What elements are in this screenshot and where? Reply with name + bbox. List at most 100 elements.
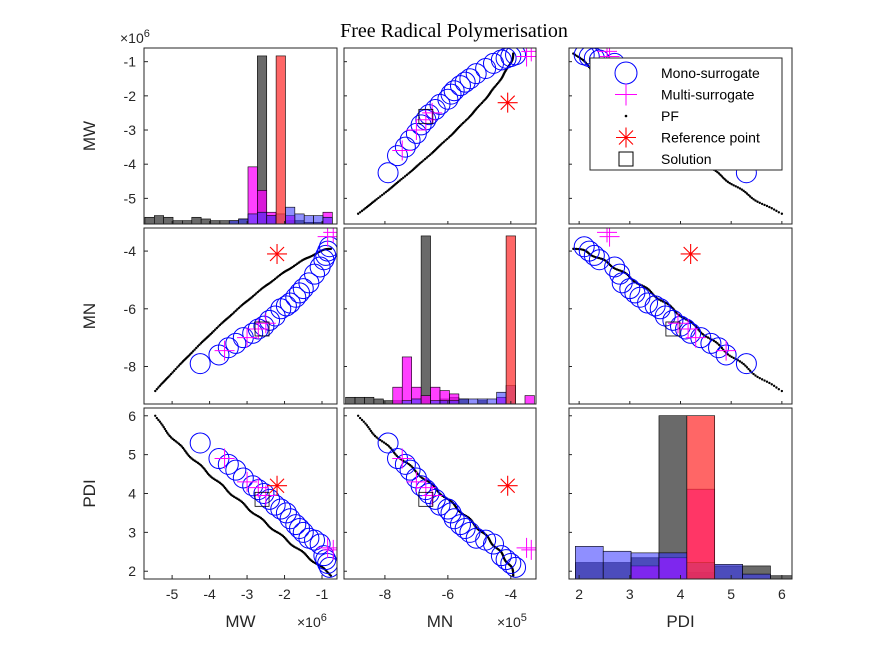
mono-surrogate-point <box>573 48 595 66</box>
multi-surrogate-point <box>716 340 737 361</box>
pf-point <box>161 424 164 427</box>
chart-title: Free Radical Polymerisation <box>340 20 568 42</box>
y-axis-exponent-mw: ×106 <box>120 28 150 46</box>
multi-surrogate-point <box>597 228 618 243</box>
mono-surrogate-point <box>410 475 432 497</box>
mono-surrogate-point <box>309 533 331 555</box>
histogram-bar <box>630 552 660 579</box>
pf-point <box>379 195 382 198</box>
histogram-bar <box>430 400 441 404</box>
pf-point <box>738 360 742 363</box>
pf-point <box>742 362 745 366</box>
pf-point <box>365 424 369 427</box>
pf-point <box>444 139 447 142</box>
x-axis-exponent-mw: ×106 <box>297 612 327 630</box>
multi-surrogate-point <box>422 102 443 123</box>
exponent-base: ×10 <box>120 30 144 46</box>
y-tick-label: -1 <box>124 54 137 70</box>
pf-point <box>777 211 781 214</box>
mono-surrogate-point <box>319 556 337 578</box>
y-tick-label: 4 <box>128 486 136 502</box>
pf-point <box>386 443 389 447</box>
panel-mw-vs-mn <box>343 47 537 225</box>
pf-point <box>463 120 466 123</box>
pf-point <box>752 198 755 201</box>
histogram-bar <box>420 235 431 404</box>
mono-surrogate-point <box>465 63 487 85</box>
histogram-bar <box>658 552 688 579</box>
y-tick-label: -6 <box>124 301 137 317</box>
pf-point <box>275 276 278 279</box>
pf-point <box>191 350 195 353</box>
legend: Mono-surrogate Multi-surrogate PF Reference… <box>589 57 783 171</box>
mono-surrogate-point <box>377 162 399 184</box>
legend-entry-pf: PF <box>624 108 679 124</box>
mono-surrogate-point <box>735 353 757 375</box>
pf-point <box>372 433 375 436</box>
y-axis-label-pdi: PDI <box>80 479 99 507</box>
mono-surrogate-point <box>315 244 337 266</box>
pf-point <box>732 356 735 360</box>
exponent-power: 5 <box>521 612 527 624</box>
pf-point <box>765 204 769 208</box>
pf-point <box>734 185 737 188</box>
y-axis-label-mn: MN <box>80 303 99 329</box>
pf-point <box>154 389 157 393</box>
pf-point <box>730 355 733 359</box>
reference-point <box>497 475 518 496</box>
pf-point <box>712 339 716 342</box>
legend-marker-square <box>618 151 634 167</box>
pf-point <box>196 345 200 348</box>
mono-surrogate-point <box>377 432 399 454</box>
y-tick-label: -2 <box>124 88 137 104</box>
legend-entry-solution: Solution <box>618 151 712 167</box>
x-tick-label: -4 <box>203 586 216 602</box>
mono-surrogate-point <box>465 527 487 549</box>
pf-point <box>730 183 733 186</box>
pf-point <box>706 336 710 339</box>
mono-surrogate-point <box>225 332 247 354</box>
pf-point <box>362 420 365 423</box>
mono-surrogate-point <box>700 332 722 354</box>
legend-entry-multi-surrogate: Multi-surrogate <box>615 83 755 106</box>
pf-point <box>780 212 784 215</box>
pf-point <box>167 433 170 436</box>
pf-point <box>358 211 362 214</box>
panel-pdi-vs-mn: -8 -6 -4 <box>343 407 537 602</box>
pf-point <box>384 442 388 445</box>
multi-surrogate-point <box>392 140 413 161</box>
panel-plot-area <box>572 228 784 393</box>
pf-point <box>748 369 752 372</box>
mono-surrogate-point <box>387 145 409 167</box>
pf-point <box>215 326 218 330</box>
pf-point <box>195 346 198 350</box>
histogram-bar <box>154 215 164 224</box>
pf-point <box>427 154 430 158</box>
pf-point <box>742 189 745 193</box>
pf-point <box>407 172 410 175</box>
multi-surrogate-point <box>392 448 413 469</box>
pf-point <box>732 184 735 187</box>
pf-point <box>382 192 386 195</box>
histogram-bar <box>228 220 239 224</box>
legend-label: Solution <box>661 151 712 167</box>
pf-point <box>157 386 160 389</box>
mono-surrogate-point <box>189 432 211 454</box>
exponent-power: 6 <box>321 612 327 624</box>
pf-point <box>726 180 730 184</box>
pf-point <box>160 422 163 425</box>
pf-point <box>380 193 384 197</box>
mono-surrogate-point <box>292 278 314 300</box>
x-tick-label: -6 <box>442 586 455 602</box>
multi-surrogate-point <box>214 448 235 469</box>
mono-surrogate-point <box>670 315 691 337</box>
pf-point <box>234 309 237 313</box>
legend-entry-reference-point: Reference point <box>616 127 760 148</box>
pf-point <box>747 193 750 197</box>
pf-point <box>402 176 405 179</box>
solution-point <box>254 321 270 337</box>
y-tick-label: 3 <box>128 524 136 540</box>
panel-border <box>343 227 537 405</box>
pf-point <box>362 208 365 211</box>
